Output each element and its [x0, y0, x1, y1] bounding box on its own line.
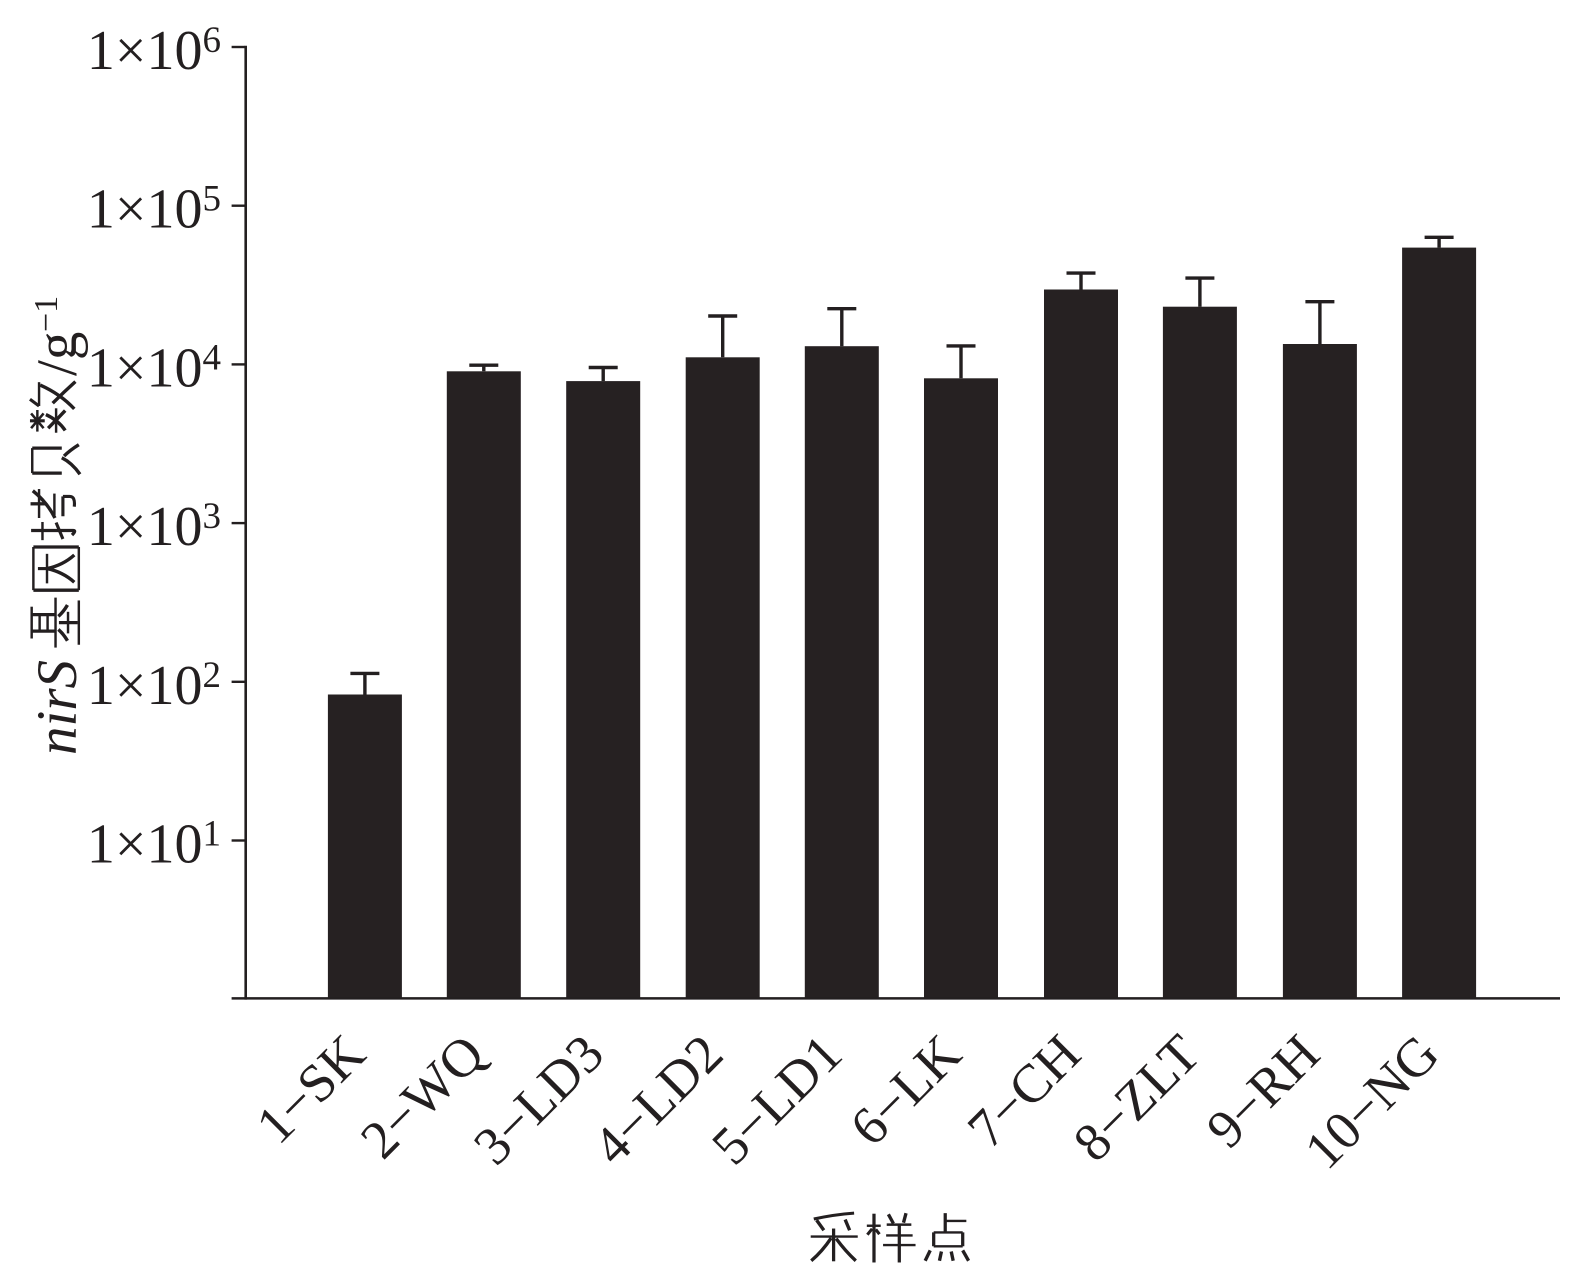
svg-text:/g: /g: [26, 332, 89, 376]
svg-text:3−LD3: 3−LD3: [462, 1023, 615, 1176]
svg-text:nirS: nirS: [26, 660, 89, 755]
svg-text:−1: −1: [28, 296, 65, 332]
svg-text:1×105: 1×105: [87, 179, 221, 241]
svg-text:5−LD1: 5−LD1: [700, 1023, 853, 1176]
svg-text:8−ZLT: 8−ZLT: [1062, 1023, 1212, 1173]
svg-text:6−LK: 6−LK: [839, 1023, 973, 1157]
svg-text:1×102: 1×102: [87, 655, 221, 717]
svg-text:1×106: 1×106: [87, 20, 221, 82]
svg-text:10−NG: 10−NG: [1293, 1023, 1450, 1180]
svg-text:1×101: 1×101: [87, 814, 221, 876]
svg-text:1×104: 1×104: [87, 337, 221, 399]
svg-text:4−LD2: 4−LD2: [581, 1023, 734, 1176]
svg-text:2−WQ: 2−WQ: [349, 1023, 496, 1170]
svg-text:1×103: 1×103: [87, 496, 221, 558]
